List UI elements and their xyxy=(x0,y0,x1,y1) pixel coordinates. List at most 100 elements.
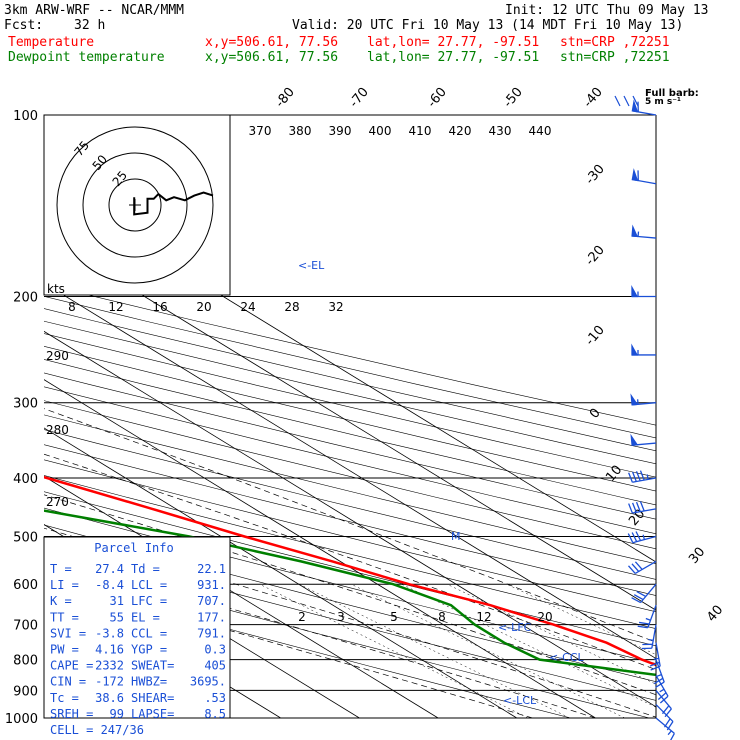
isotherm-30 xyxy=(44,234,656,611)
dry-adiabat-390 xyxy=(44,386,656,535)
wind-barb-400 xyxy=(628,470,657,483)
parcel-key: LFC = xyxy=(131,594,167,608)
temperature-stn: stn=CRP ,72251 xyxy=(560,35,670,50)
parcel-value: -172 xyxy=(95,675,124,689)
wind-barb-450 xyxy=(628,501,657,514)
moist-adiabat xyxy=(44,453,656,671)
speed-tick-12: 12 xyxy=(108,300,123,314)
mixing-ratio-label-20: 20 xyxy=(537,610,552,624)
theta-top-label-400: 400 xyxy=(369,124,392,138)
isotherm-label-20: 20 xyxy=(626,507,648,529)
pressure-label-800: 800 xyxy=(13,654,38,669)
dry-adiabat-360 xyxy=(44,429,656,580)
theta-top-label-440: 440 xyxy=(529,124,552,138)
theta-label-290: 290 xyxy=(46,349,69,363)
dewpoint-xy: x,y=506.61, 77.56 xyxy=(205,50,339,65)
parcel-value: -8.4 xyxy=(95,578,124,592)
speed-tick-20: 20 xyxy=(196,300,211,314)
speed-tick-16: 16 xyxy=(152,300,167,314)
isotherm-20 xyxy=(44,282,656,660)
parcel-value: 3695. xyxy=(190,675,226,689)
parcel-key: HWBZ= xyxy=(131,675,167,689)
dry-adiabat-400 xyxy=(44,372,656,520)
wind-barb-500 xyxy=(627,531,657,544)
theta-top-label-370: 370 xyxy=(249,124,272,138)
mixing-ratio-5 xyxy=(351,584,625,718)
wind-barb-650 xyxy=(637,604,657,629)
mixing-ratio-label-5: 5 xyxy=(390,610,398,624)
wind-barbs: Full barb:5 m s⁻¹ xyxy=(614,88,699,740)
dry-adiabat-280 xyxy=(44,559,650,718)
mixing-ratio-label-3: 3 xyxy=(337,610,345,624)
parcel-key: Td = xyxy=(131,562,160,576)
wind-barb-350 xyxy=(630,433,657,446)
isotherm-label--20: -20 xyxy=(583,243,608,269)
parcel-key: Tc = xyxy=(50,691,79,705)
speed-tick-8: 8 xyxy=(68,300,76,314)
mixing-ratio-label-8: 8 xyxy=(438,610,446,624)
pressure-label-300: 300 xyxy=(13,397,38,412)
wind-barb-1000 xyxy=(655,717,675,740)
fcst-value: 32 h xyxy=(74,18,106,33)
dry-adiabat-380 xyxy=(44,400,656,550)
model-title: 3km ARW-WRF -- NCAR/MMM xyxy=(4,3,185,18)
theta-top-label-430: 430 xyxy=(489,124,512,138)
dry-adiabat-350 xyxy=(44,444,656,596)
mixing-ratio-label-2: 2 xyxy=(298,610,306,624)
pressure-label-400: 400 xyxy=(13,472,38,487)
mixing-ratio-3 xyxy=(299,584,570,718)
parcel-value: 0.3 xyxy=(204,643,226,657)
isotherm-label--70: -70 xyxy=(347,85,372,111)
pressure-label-500: 500 xyxy=(13,530,38,545)
pressure-label-200: 200 xyxy=(13,291,38,306)
parcel-key: TT = xyxy=(50,610,79,624)
temperature-xy: x,y=506.61, 77.56 xyxy=(205,35,339,50)
theta-label-280: 280 xyxy=(46,423,69,437)
isotherm-label--80: -80 xyxy=(273,85,298,111)
theta-top-label-390: 390 xyxy=(329,124,352,138)
hodograph-kts-label: kts xyxy=(47,282,65,296)
dewpoint-profile xyxy=(44,509,656,677)
parcel-info-panel: Parcel Info T = 27.4 Td = 22.1 LI = -8.4 LCL = 9… xyxy=(43,536,231,737)
parcel-key: EL = xyxy=(131,610,160,624)
init-time: Init: 12 UTC Thu 09 May 13 xyxy=(505,3,709,18)
dry-adiabat-340 xyxy=(44,459,656,613)
dry-adiabat-320 xyxy=(44,491,656,647)
parcel-value: 4.16 xyxy=(95,643,124,657)
parcel-key: K = xyxy=(50,594,72,608)
parcel-value: 177. xyxy=(197,610,226,624)
parcel-value: .53 xyxy=(204,691,226,705)
theta-label-270: 270 xyxy=(46,495,69,509)
parcel-key: SWEAT= xyxy=(131,659,174,673)
parcel-value: 791. xyxy=(197,626,226,640)
isotherm-label-0: 0 xyxy=(587,406,604,422)
isotherm--10 xyxy=(44,427,518,718)
mixing-ratio-8 xyxy=(401,584,656,708)
isotherm-label-30: 30 xyxy=(686,545,708,567)
pressure-label-1000: 1000 xyxy=(5,712,38,727)
parcel-value: 38.6 xyxy=(95,691,124,705)
parcel-key: YGP = xyxy=(131,643,167,657)
wind-barb-130 xyxy=(631,168,657,185)
mixing-ratio-label-12: 12 xyxy=(476,610,491,624)
temperature-profile xyxy=(44,475,656,667)
theta-top-label-380: 380 xyxy=(289,124,312,138)
profiles xyxy=(44,475,656,677)
pressure-label-100: 100 xyxy=(13,109,38,124)
lcl-marker: <-LCL xyxy=(503,694,537,707)
isotherm-label--60: -60 xyxy=(425,85,450,111)
parcel-value: 707. xyxy=(197,594,226,608)
parcel-value: 405 xyxy=(204,659,226,673)
fcst-label: Fcst: xyxy=(4,18,44,33)
parcel-value: 931. xyxy=(197,578,226,592)
hodograph-ring-1 xyxy=(82,152,188,258)
parcel-value: 22.1 xyxy=(197,562,226,576)
parcel-value: 27.4 xyxy=(95,562,124,576)
parcel-box xyxy=(43,536,231,719)
theta-top-label-410: 410 xyxy=(409,124,432,138)
parcel-key: LCL = xyxy=(131,578,167,592)
parcel-value: 55 xyxy=(110,610,124,624)
dry-adiabat-290 xyxy=(44,542,656,701)
dewpoint-latlon: lat,lon= 27.77, -97.51 xyxy=(367,50,540,65)
